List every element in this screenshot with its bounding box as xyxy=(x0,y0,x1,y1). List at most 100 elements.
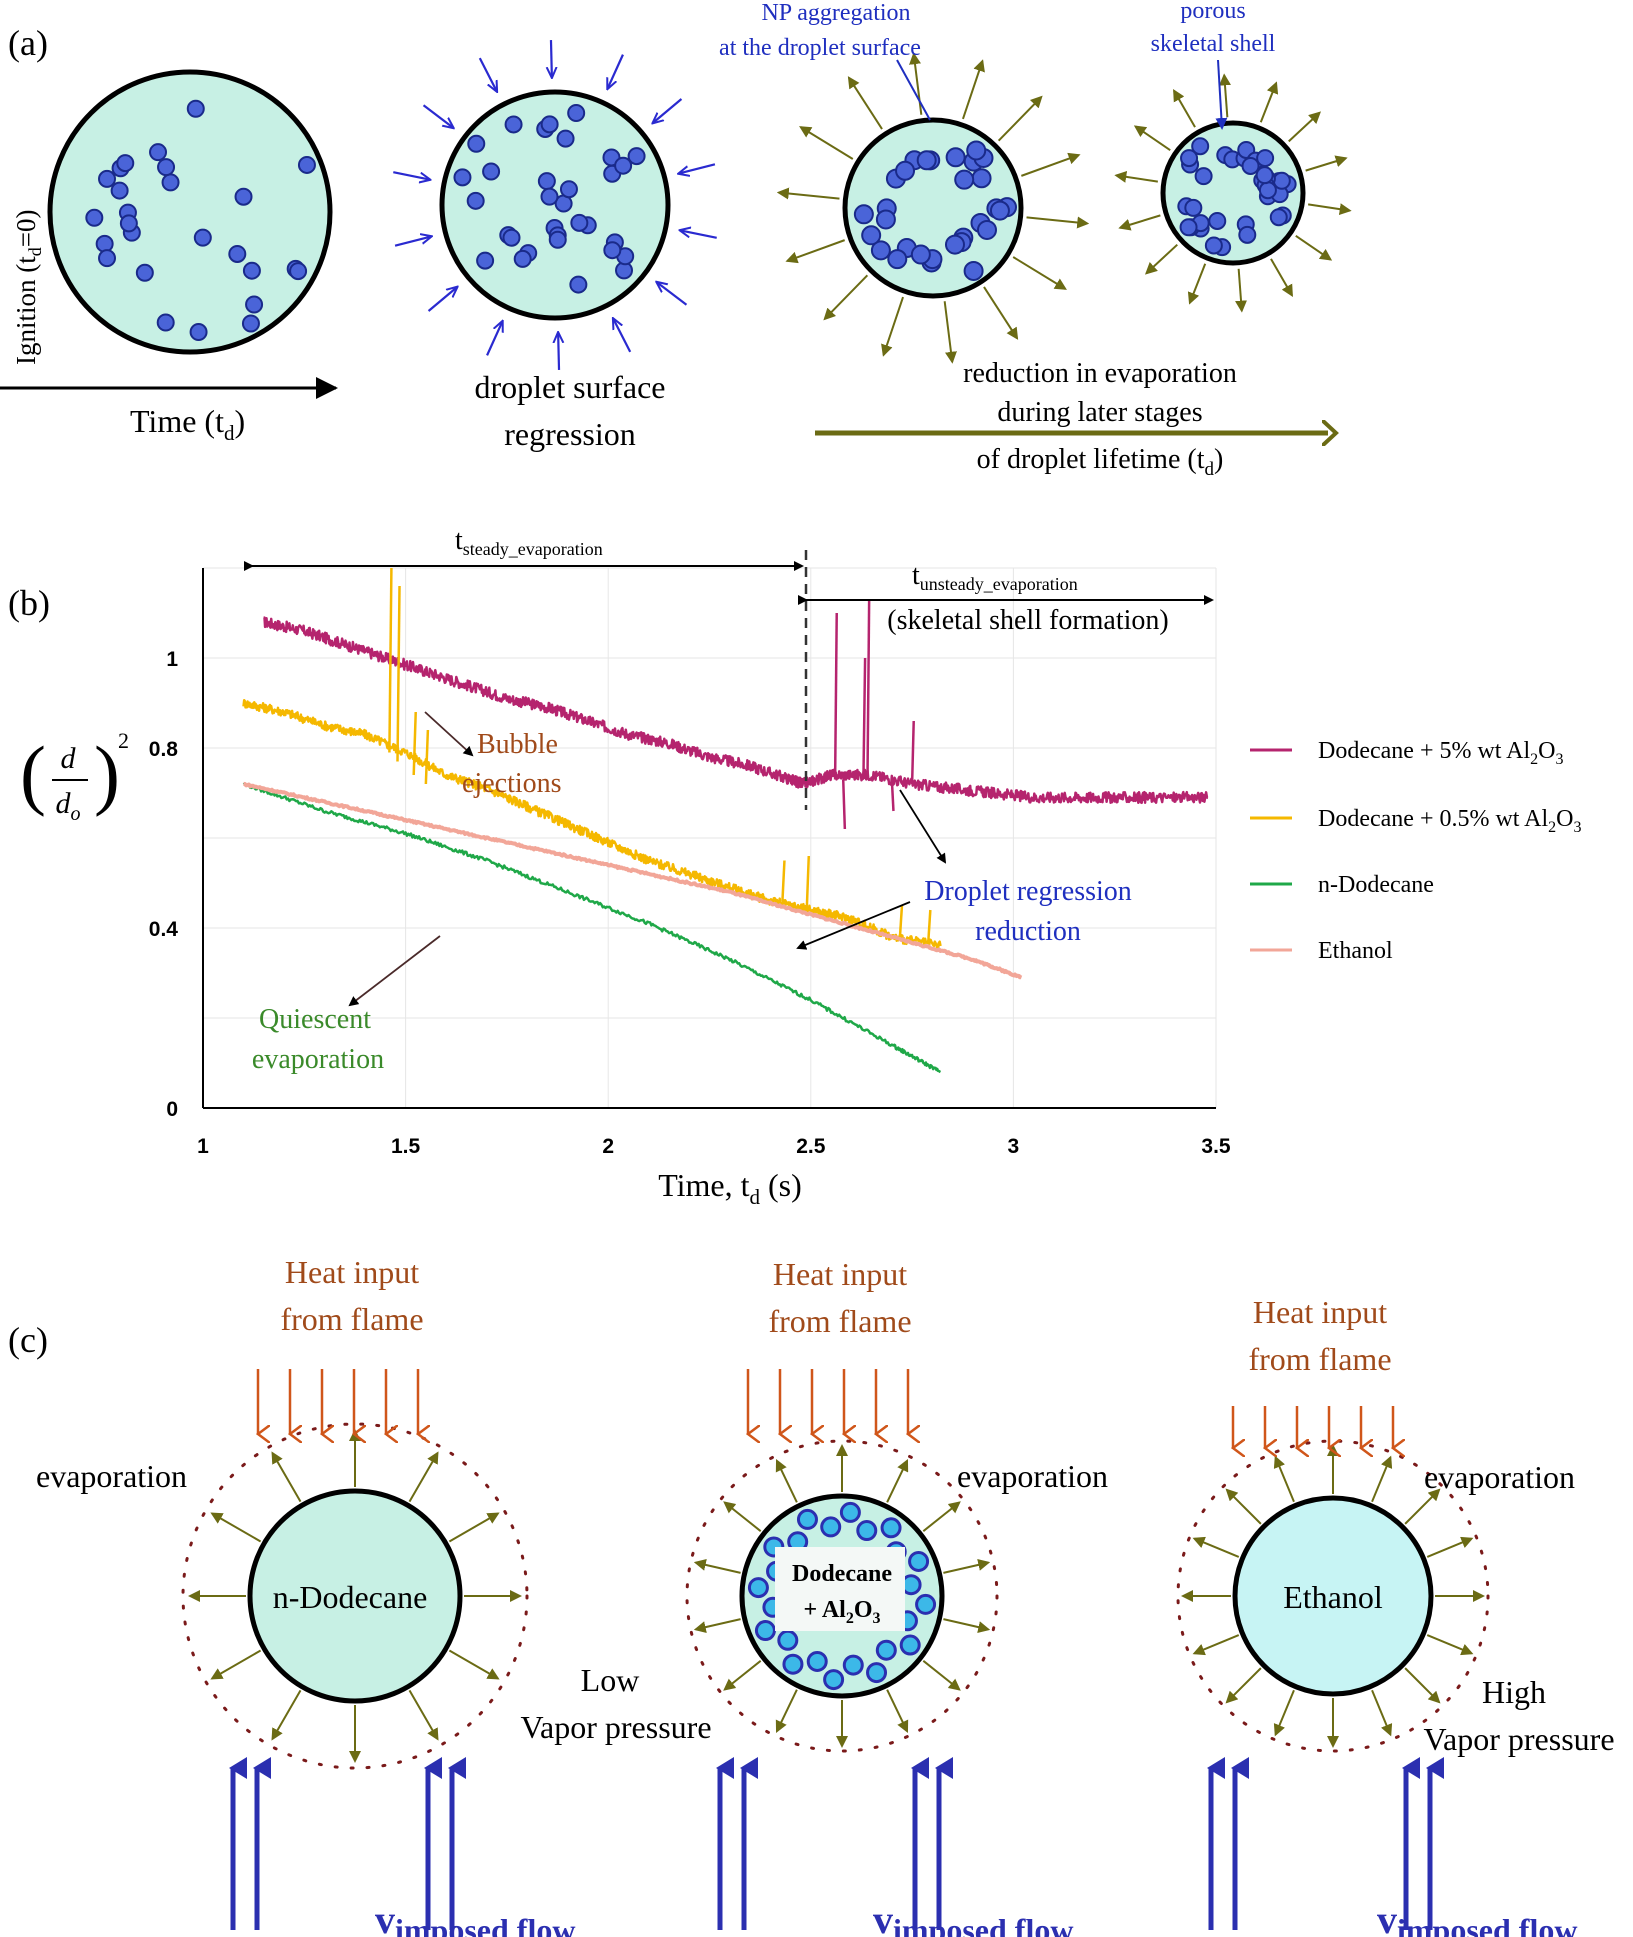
nanoparticle xyxy=(1194,167,1213,186)
nanoparticle xyxy=(1272,171,1291,190)
imposed-flow-label-1: vimposed flow xyxy=(375,1897,575,1937)
quiescent-evaporation-label-2: evaporation xyxy=(252,1044,384,1075)
evaporation-arrow xyxy=(1114,170,1159,183)
nanoparticle xyxy=(476,251,495,270)
nanoparticle xyxy=(116,154,135,173)
evaporation-arrow xyxy=(922,1501,961,1532)
evaporation-arrow xyxy=(1371,1455,1393,1503)
evaporation-arrow xyxy=(1404,1488,1441,1525)
evaporation-arrow xyxy=(886,1459,909,1503)
droplet-label-al2o3: + Al2O3 xyxy=(803,1597,880,1627)
nanoparticle xyxy=(234,187,253,206)
evaporation-arrow xyxy=(776,187,840,200)
reduction-label-2: during later stages xyxy=(997,397,1202,428)
nanoparticle xyxy=(1255,166,1274,185)
bubble-spike xyxy=(898,905,904,938)
evaporation-arrow xyxy=(271,1689,302,1741)
nanoparticle xyxy=(614,156,633,175)
evaporation-label-1: evaporation xyxy=(36,1458,187,1494)
nanoparticle xyxy=(875,1639,897,1661)
nanoparticle xyxy=(189,323,208,342)
np-aggregation-label-1: NP aggregation xyxy=(761,0,910,26)
nanoparticle xyxy=(110,181,129,200)
y-tick-label: 0.4 xyxy=(149,918,179,941)
nanoparticle xyxy=(887,249,908,270)
evaporation-arrow xyxy=(983,286,1019,340)
shell-spike xyxy=(833,612,838,780)
nanoparticle xyxy=(540,115,559,134)
evaporation-arrow xyxy=(1404,1667,1441,1704)
nanoparticle xyxy=(467,134,486,153)
series-line xyxy=(263,616,1209,805)
ylabel-left-paren: ( xyxy=(20,730,46,817)
nanoparticle xyxy=(98,169,117,188)
droplet-label-dodecane: Dodecane xyxy=(792,1561,892,1587)
nanoparticle xyxy=(241,314,260,333)
shell-spike xyxy=(866,599,871,776)
evaporation-arrow xyxy=(1225,1488,1262,1525)
inward-arrow xyxy=(422,104,453,127)
nanoparticle xyxy=(823,1669,845,1691)
nanoparticle xyxy=(1179,218,1198,237)
nanoparticle xyxy=(839,1501,861,1523)
inward-arrow xyxy=(558,333,559,370)
inward-arrow xyxy=(394,237,431,247)
evaporation-arrow xyxy=(943,301,957,364)
nanoparticle xyxy=(976,219,997,240)
regression-reduction-pointer-left xyxy=(796,901,911,950)
nanoparticle xyxy=(1208,211,1227,230)
time-label: Time (td) xyxy=(130,403,245,445)
x-axis-label: Time, td (s) xyxy=(658,1167,802,1209)
inward-arrow xyxy=(486,322,502,356)
nanoparticle xyxy=(149,143,168,162)
quiescent-evaporation-label-1: Quiescent xyxy=(259,1004,371,1035)
droplet-skeletal-shell xyxy=(1114,73,1352,313)
porous-pointer xyxy=(1215,59,1228,130)
inward-arrow xyxy=(680,230,717,239)
low-vapor-label-1: Low xyxy=(581,1662,640,1698)
panel-a: (a) Ignition (td=0) Time (td) droplet su… xyxy=(0,0,1352,480)
nanoparticle xyxy=(945,147,966,168)
droplet-label-ethanol: Ethanol xyxy=(1283,1579,1383,1615)
inward-arrow xyxy=(427,287,457,312)
nanoparticle xyxy=(910,244,931,265)
droplet-np-aggregation xyxy=(776,52,1090,364)
nanoparticle xyxy=(98,249,117,268)
nanoparticle xyxy=(297,155,316,174)
nanoparticle xyxy=(157,158,176,177)
nanoparticle xyxy=(944,234,965,255)
inward-arrow xyxy=(657,282,688,306)
panel-c-label: (c) xyxy=(8,1320,48,1360)
evaporation-arrow xyxy=(943,1558,991,1574)
evaporation-arrow xyxy=(1118,214,1161,231)
nanoparticle xyxy=(245,295,264,314)
evaporation-arrow xyxy=(210,1649,262,1680)
x-tick-label: 3 xyxy=(1008,1135,1020,1158)
evaporation-arrow xyxy=(408,1689,439,1741)
panel-c-droplet xyxy=(181,1369,529,1930)
imposed-flow-label-3: vimposed flow xyxy=(1377,1897,1577,1937)
evaporation-arrow xyxy=(723,1501,762,1532)
nanoparticle xyxy=(861,225,882,246)
y-axis-label: d do ( ) 2 xyxy=(20,728,129,825)
porous-label-1: porous xyxy=(1180,0,1245,24)
regression-label-2: regression xyxy=(504,416,636,452)
inward-arrow xyxy=(608,54,624,89)
evaporation-arrow xyxy=(775,1459,798,1503)
evaporation-label-3: evaporation xyxy=(1424,1459,1575,1495)
nanoparticle xyxy=(880,1517,902,1539)
evaporation-label-2: evaporation xyxy=(957,1458,1108,1494)
bubble-spike xyxy=(805,855,811,911)
nanoparticle xyxy=(156,313,175,332)
vapor-boundary-ring xyxy=(181,1422,529,1770)
nanoparticle xyxy=(1184,198,1203,217)
droplet-body xyxy=(247,1488,463,1704)
nanoparticle xyxy=(119,214,138,233)
chart-legend: Dodecane + 5% wt Al2O3 Dodecane + 0.5% wt… xyxy=(1250,738,1582,964)
evaporation-arrow xyxy=(408,1451,439,1503)
nanoparticles-dispersed xyxy=(85,99,316,342)
nanoparticles-aggregating xyxy=(853,140,1018,281)
evaporation-arrow xyxy=(1225,1667,1262,1704)
evaporation-arrow xyxy=(962,59,985,120)
evaporation-arrow xyxy=(1426,1536,1474,1558)
